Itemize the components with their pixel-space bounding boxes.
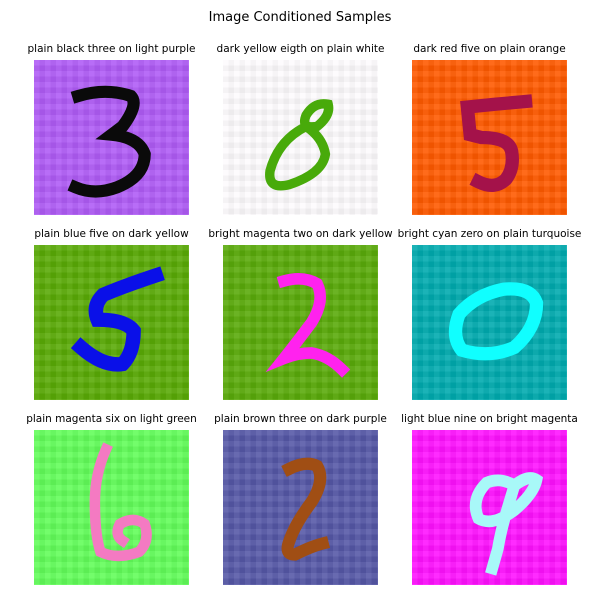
digit-stroke <box>265 272 351 378</box>
digit-stroke <box>67 85 151 198</box>
sample-caption: plain black three on light purple <box>27 43 196 55</box>
sample-image <box>412 430 567 585</box>
sample-image <box>223 245 378 400</box>
sample-caption: bright magenta two on dark yellow <box>208 228 393 240</box>
sample-caption: light blue nine on bright magenta <box>401 413 578 425</box>
digit-stroke <box>70 266 165 372</box>
digit-stroke <box>89 442 152 562</box>
sample-image <box>34 60 189 215</box>
sample-image <box>34 430 189 585</box>
sample-image <box>34 245 189 400</box>
sample-caption: plain brown three on dark purple <box>214 413 387 425</box>
sample-image <box>412 60 567 215</box>
digit-stroke <box>460 94 533 192</box>
sample-caption: plain blue five on dark yellow <box>34 228 189 240</box>
sample-caption: dark red five on plain orange <box>413 43 566 55</box>
sample-image <box>223 60 378 215</box>
sample-image <box>223 430 378 585</box>
figure-title: Image Conditioned Samples <box>208 10 392 25</box>
sample-caption: dark yellow eigth on plain white <box>216 43 385 55</box>
digit-stroke <box>281 457 331 561</box>
digit-stroke <box>469 472 544 576</box>
sample-caption: plain magenta six on light green <box>26 413 197 425</box>
digit-stroke <box>448 282 544 361</box>
digit-stroke <box>265 99 334 191</box>
sample-image <box>412 245 567 400</box>
sample-caption: bright cyan zero on plain turquoise <box>397 228 582 240</box>
